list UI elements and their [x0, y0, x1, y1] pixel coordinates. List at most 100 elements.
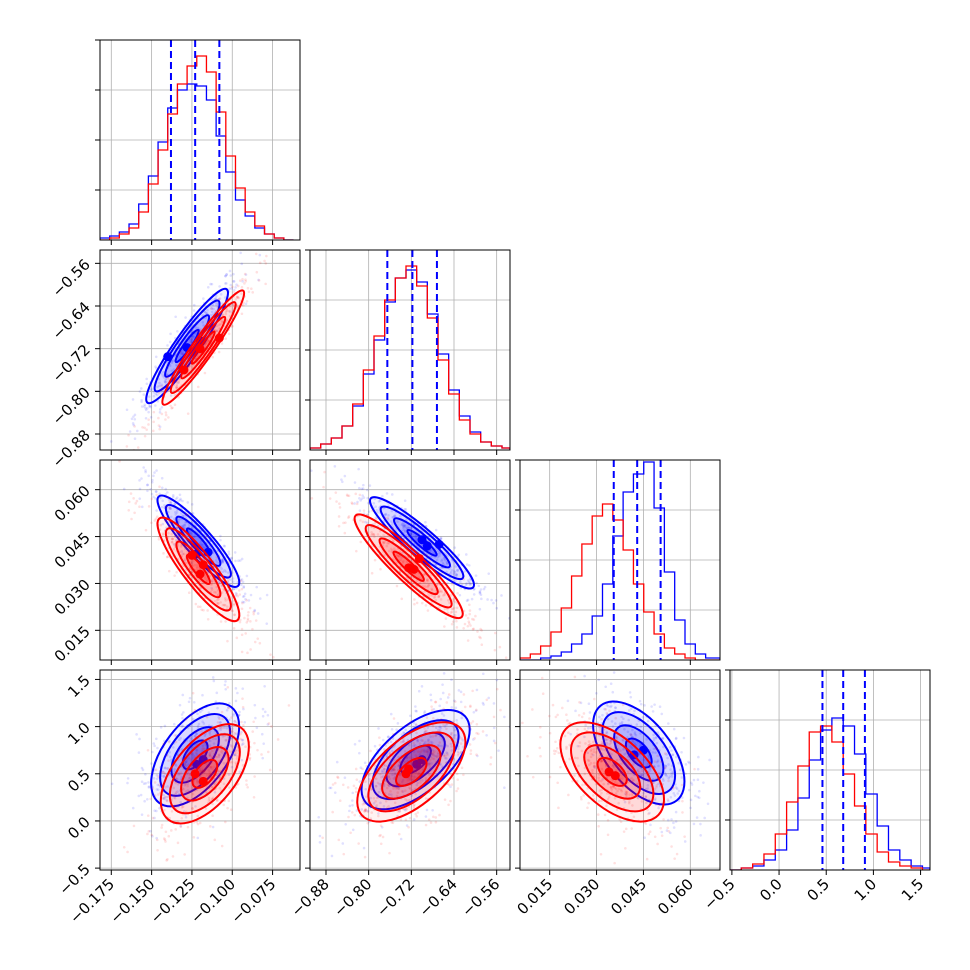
scatter-point — [225, 318, 229, 322]
scatter-point — [222, 559, 225, 563]
scatter-point — [383, 767, 386, 771]
scatter-point — [240, 627, 244, 631]
scatter-point — [210, 761, 213, 765]
scatter-point — [359, 766, 363, 770]
scatter-point — [393, 768, 396, 771]
scatter-point — [495, 606, 499, 610]
scatter-point — [631, 740, 635, 743]
scatter-point — [227, 578, 230, 582]
scatter-point — [446, 598, 450, 602]
scatter-point — [182, 514, 186, 518]
scatter-point — [621, 664, 624, 667]
scatter-point — [150, 387, 153, 391]
scatter-point — [193, 789, 197, 792]
scatter-point — [443, 753, 446, 756]
scatter-point — [368, 773, 371, 777]
scatter-point — [465, 582, 468, 585]
scatter-point — [155, 777, 159, 781]
scatter-point — [147, 785, 151, 788]
scatter-point — [466, 598, 470, 602]
scatter-point — [392, 784, 396, 787]
scatter-point — [696, 767, 700, 771]
scatter-point — [378, 743, 382, 747]
scatter-point — [539, 754, 542, 758]
scatter-point — [448, 601, 451, 605]
scatter-point — [148, 404, 152, 408]
scatter-point — [442, 723, 445, 727]
scatter-point — [237, 589, 241, 592]
scatter-point — [170, 809, 174, 813]
scatter-point — [436, 549, 440, 553]
scatter-point — [658, 705, 662, 709]
scatter-point — [144, 416, 148, 420]
scatter-point — [372, 801, 376, 805]
scatter-point — [228, 736, 232, 740]
scatter-point — [205, 341, 209, 345]
scatter-point — [149, 797, 152, 801]
scatter-point — [402, 524, 406, 527]
scatter-point — [171, 537, 175, 541]
scatter-point — [216, 731, 219, 734]
scatter-point — [194, 805, 197, 808]
scatter-point — [403, 508, 406, 511]
scatter-point — [208, 754, 212, 757]
scatter-point — [438, 552, 442, 556]
scatter-point — [401, 778, 405, 782]
scatter-point — [194, 332, 197, 335]
scatter-point — [174, 513, 178, 516]
scatter-point — [389, 790, 392, 793]
scatter-point — [464, 553, 468, 556]
scatter-point — [242, 723, 245, 727]
scatter-point — [437, 595, 441, 599]
scatter-point — [238, 713, 241, 717]
scatter-point — [482, 587, 486, 591]
scatter-point — [659, 760, 663, 764]
scatter-point — [188, 736, 192, 739]
scatter-point — [133, 425, 136, 428]
scatter-point — [190, 807, 194, 810]
scatter-point — [555, 746, 559, 750]
scatter-point — [242, 585, 246, 588]
scatter-point — [402, 526, 405, 530]
scatter-point — [439, 726, 443, 730]
scatter-point — [208, 731, 211, 735]
scatter-point — [376, 533, 380, 536]
scatter-point — [216, 561, 219, 564]
scatter-point — [384, 516, 387, 520]
scatter-point — [591, 753, 595, 757]
scatter-point — [188, 776, 191, 780]
scatter-point — [424, 740, 427, 744]
scatter-point — [418, 742, 422, 745]
scatter-point — [337, 838, 341, 842]
scatter-point — [405, 799, 409, 802]
scatter-point — [174, 781, 178, 785]
scatter-point — [384, 513, 387, 517]
scatter-point — [377, 727, 380, 730]
scatter-point — [415, 585, 419, 588]
scatter-point — [644, 794, 648, 798]
scatter-point — [220, 567, 224, 570]
scatter-point — [442, 714, 446, 717]
scatter-point — [188, 524, 191, 528]
scatter-point — [463, 622, 467, 626]
scatter-point — [382, 767, 386, 771]
scatter-point — [256, 612, 260, 615]
scatter-point — [426, 750, 429, 753]
scatter-point — [386, 518, 390, 521]
scatter-point — [655, 747, 659, 751]
scatter-point — [171, 406, 174, 410]
scatter-point — [471, 720, 475, 723]
scatter-point — [361, 802, 365, 806]
panel-frame — [99, 39, 301, 241]
scatter-point — [473, 737, 476, 740]
scatter-point — [172, 786, 176, 790]
scatter-point — [368, 761, 372, 764]
scatter-point — [430, 705, 433, 708]
scatter-point — [338, 799, 342, 802]
scatter-point — [174, 381, 178, 384]
scatter-point — [196, 605, 200, 609]
scatter-point — [613, 861, 616, 865]
scatter-point — [183, 523, 186, 527]
scatter-point — [142, 466, 145, 469]
scatter-point — [486, 598, 489, 601]
